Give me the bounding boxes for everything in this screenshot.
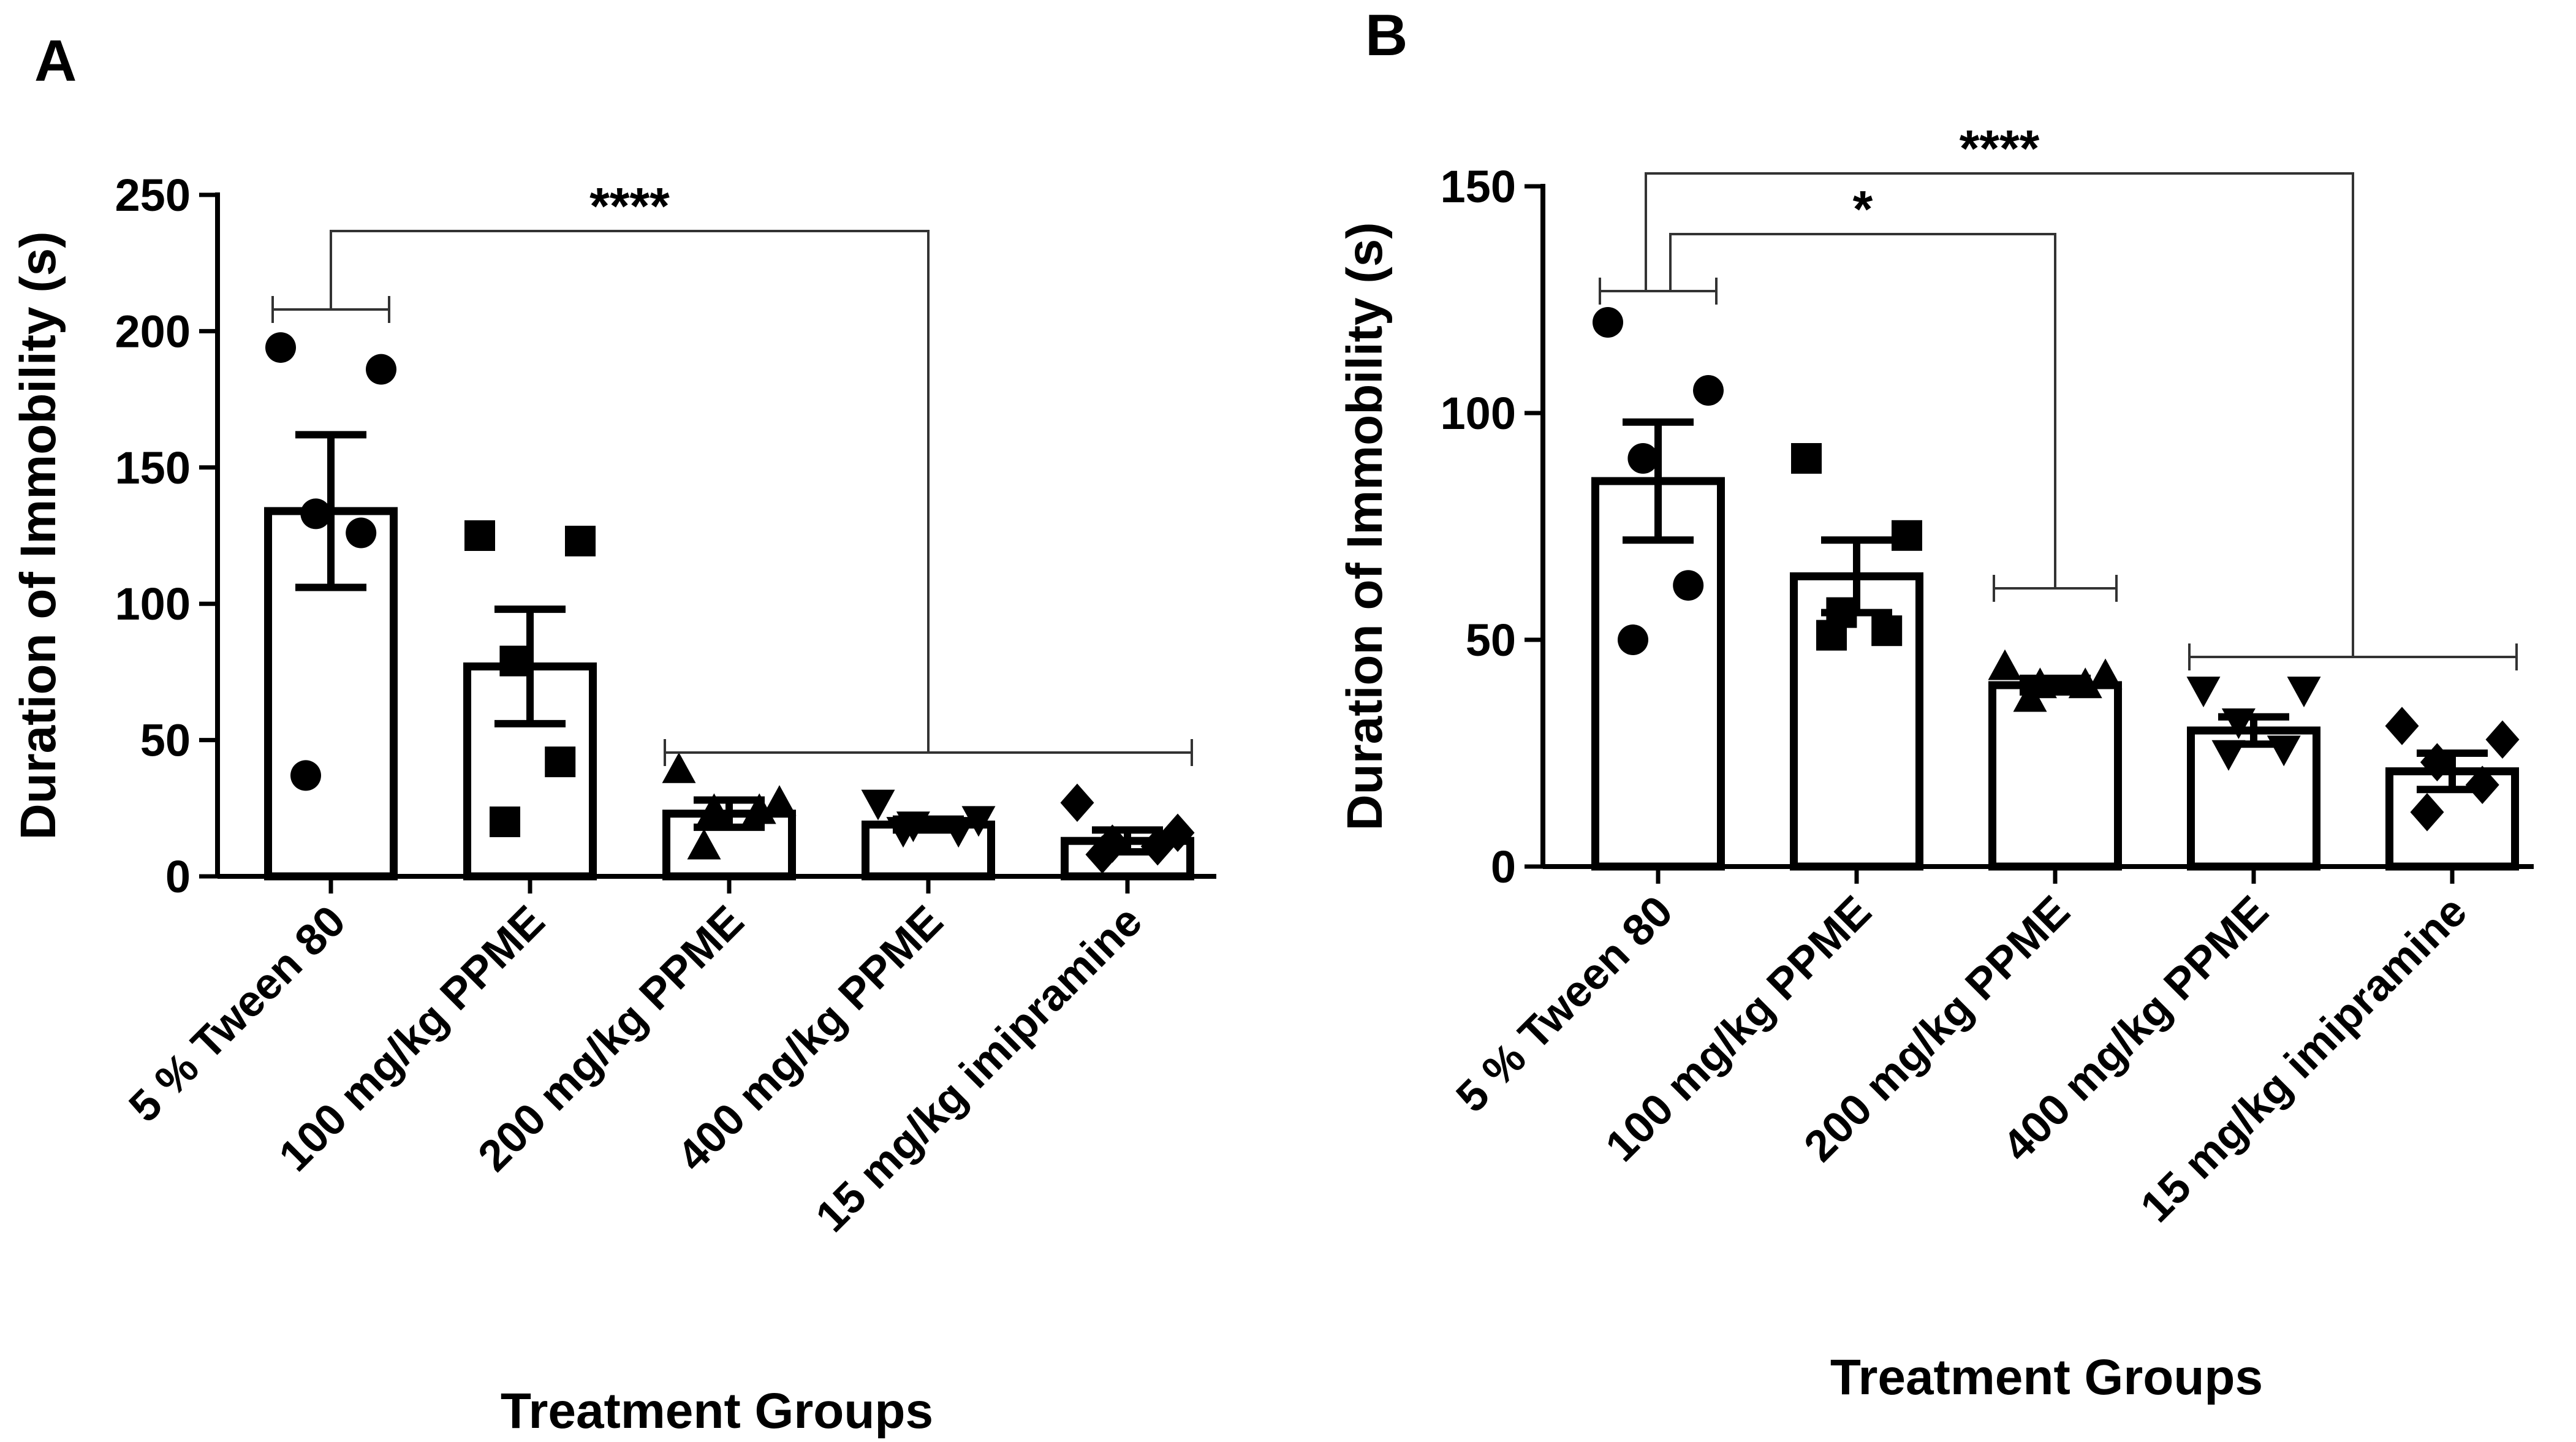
data-point bbox=[2186, 677, 2221, 708]
data-point bbox=[1627, 443, 1659, 474]
data-point bbox=[687, 829, 721, 860]
y-tick-label: 150 bbox=[115, 442, 191, 493]
bar bbox=[2187, 726, 2320, 871]
y-tick-label: 250 bbox=[115, 170, 191, 221]
data-point bbox=[499, 645, 531, 677]
y-tick-label: 0 bbox=[1491, 841, 1516, 892]
data-point bbox=[2211, 740, 2246, 771]
data-point bbox=[697, 793, 731, 824]
data-point bbox=[2221, 708, 2256, 739]
data-point bbox=[742, 793, 776, 824]
y-tick-label: 50 bbox=[1466, 615, 1516, 666]
data-point bbox=[300, 498, 331, 529]
data-point bbox=[2485, 720, 2520, 759]
data-point bbox=[1988, 649, 2022, 680]
data-point bbox=[490, 806, 520, 838]
data-point bbox=[366, 354, 396, 385]
data-point bbox=[2410, 792, 2444, 832]
x-tick-label: 15 mg/kg imipramine bbox=[806, 897, 1151, 1242]
sig-label: * bbox=[1853, 180, 1873, 238]
y-tick-label: 0 bbox=[165, 851, 191, 902]
data-point bbox=[1816, 620, 1847, 651]
sig-bracket bbox=[1669, 233, 2056, 588]
data-point bbox=[941, 817, 975, 848]
data-point bbox=[2088, 658, 2123, 689]
chart-panel-a: 0 50 100 150 200 250 Duration of Immobility (s… bbox=[10, 170, 1216, 1439]
data-point bbox=[1791, 443, 1822, 474]
data-point bbox=[265, 332, 296, 363]
data-point bbox=[1593, 307, 1623, 338]
data-point bbox=[565, 525, 596, 556]
y-tick-label: 100 bbox=[115, 579, 191, 629]
data-point bbox=[2385, 707, 2419, 745]
x-tick-label: 15 mg/kg imipramine bbox=[2131, 887, 2476, 1232]
data-point bbox=[1871, 615, 1903, 647]
sig-bracket bbox=[330, 230, 930, 753]
y-axis-title: Duration of Immobility (s) bbox=[10, 231, 66, 840]
y-tick-label: 50 bbox=[140, 715, 191, 766]
x-axis-title: Treatment Groups bbox=[501, 1383, 933, 1439]
data-point bbox=[662, 752, 696, 783]
panel-b-letter: B bbox=[1365, 2, 1407, 68]
data-point bbox=[2465, 765, 2499, 805]
panel-a-letter: A bbox=[34, 28, 77, 94]
data-point bbox=[464, 520, 495, 551]
data-point bbox=[1140, 827, 1175, 866]
data-point bbox=[2068, 667, 2102, 699]
data-point bbox=[1085, 835, 1119, 874]
data-point bbox=[762, 785, 797, 816]
data-point bbox=[1673, 570, 1704, 601]
data-point bbox=[2267, 735, 2301, 767]
data-point bbox=[961, 806, 996, 837]
data-point bbox=[1060, 783, 1094, 822]
data-point bbox=[861, 789, 895, 821]
data-point bbox=[290, 760, 321, 791]
y-axis-title: Duration of Immobility (s) bbox=[1337, 222, 1393, 830]
x-axis-title: Treatment Groups bbox=[1830, 1349, 2263, 1405]
data-point bbox=[545, 746, 576, 778]
data-point bbox=[2287, 677, 2321, 708]
sig-bracket bbox=[1645, 172, 2354, 657]
data-point bbox=[1892, 520, 1922, 551]
data-point bbox=[886, 817, 920, 848]
data-point bbox=[2013, 681, 2047, 712]
sig-label: **** bbox=[1960, 120, 2040, 177]
data-point bbox=[1693, 375, 1724, 406]
data-point bbox=[2420, 743, 2454, 782]
y-tick-label: 150 bbox=[1441, 161, 1516, 212]
sig-label: **** bbox=[589, 177, 670, 235]
data-point bbox=[1618, 624, 1648, 655]
bar bbox=[1988, 681, 2122, 871]
data-point bbox=[346, 517, 377, 548]
y-tick-label: 100 bbox=[1441, 388, 1516, 439]
y-tick-label: 200 bbox=[115, 306, 191, 357]
